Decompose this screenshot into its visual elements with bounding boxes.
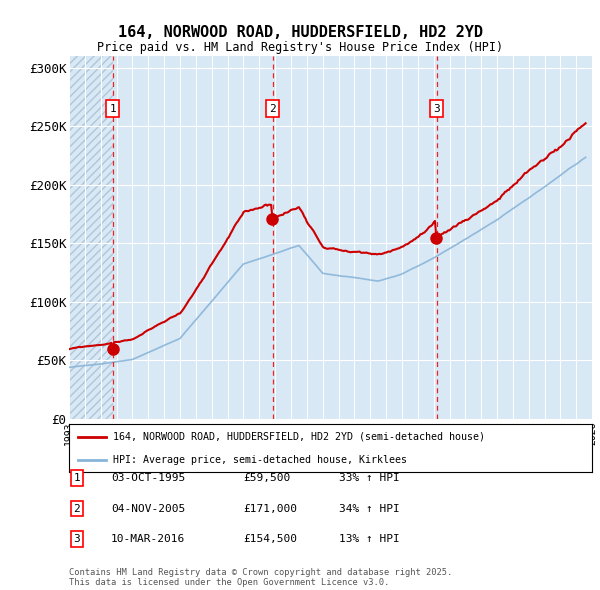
Text: 03-OCT-1995: 03-OCT-1995: [111, 473, 185, 483]
Text: £59,500: £59,500: [243, 473, 290, 483]
Bar: [69, 56, 113, 419]
Text: 3: 3: [73, 535, 80, 544]
Text: 10-MAR-2016: 10-MAR-2016: [111, 535, 185, 544]
Text: 04-NOV-2005: 04-NOV-2005: [111, 504, 185, 513]
Text: 164, NORWOOD ROAD, HUDDERSFIELD, HD2 2YD (semi-detached house): 164, NORWOOD ROAD, HUDDERSFIELD, HD2 2YD…: [113, 432, 485, 442]
Text: 34% ↑ HPI: 34% ↑ HPI: [339, 504, 400, 513]
Text: 2: 2: [269, 104, 276, 114]
Text: Price paid vs. HM Land Registry's House Price Index (HPI): Price paid vs. HM Land Registry's House …: [97, 41, 503, 54]
Text: 3: 3: [433, 104, 440, 114]
Text: 2: 2: [73, 504, 80, 513]
Text: £171,000: £171,000: [243, 504, 297, 513]
Text: 1: 1: [73, 473, 80, 483]
Text: 1: 1: [109, 104, 116, 114]
Text: 33% ↑ HPI: 33% ↑ HPI: [339, 473, 400, 483]
Text: Contains HM Land Registry data © Crown copyright and database right 2025.
This d: Contains HM Land Registry data © Crown c…: [69, 568, 452, 587]
Text: 164, NORWOOD ROAD, HUDDERSFIELD, HD2 2YD: 164, NORWOOD ROAD, HUDDERSFIELD, HD2 2YD: [118, 25, 482, 40]
Text: £154,500: £154,500: [243, 535, 297, 544]
Text: HPI: Average price, semi-detached house, Kirklees: HPI: Average price, semi-detached house,…: [113, 455, 407, 465]
Text: 13% ↑ HPI: 13% ↑ HPI: [339, 535, 400, 544]
